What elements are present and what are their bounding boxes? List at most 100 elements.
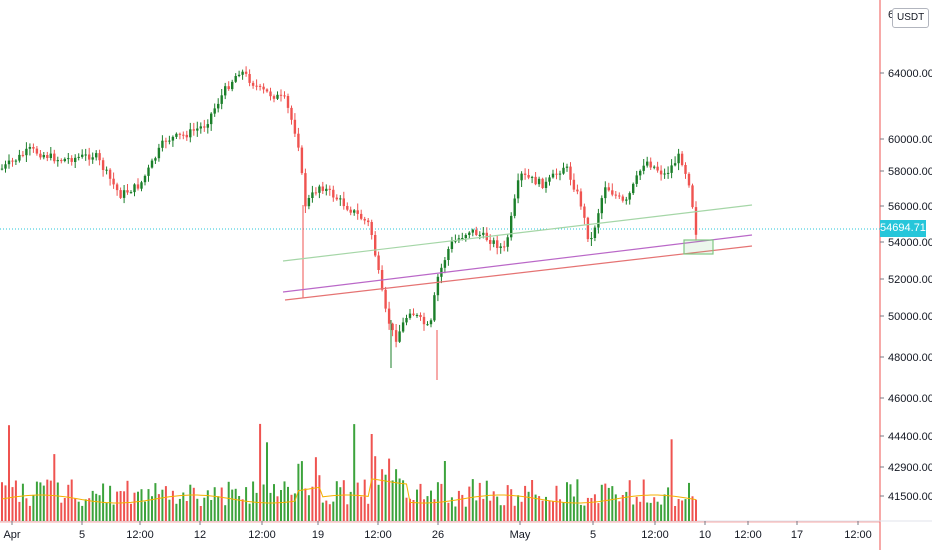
volume-bar <box>53 454 56 521</box>
volume-bar <box>646 502 649 521</box>
volume-bar <box>632 504 635 521</box>
candle-body <box>126 190 129 193</box>
volume-bar <box>11 487 14 521</box>
volume-bar <box>475 500 478 521</box>
time-tick-label: 12 <box>194 529 206 541</box>
trendline-red[interactable] <box>284 245 753 301</box>
volume-bar <box>171 490 174 521</box>
candle-body <box>558 173 562 175</box>
volume-bar <box>566 482 568 521</box>
candle-body <box>56 160 59 162</box>
candle-body <box>464 235 467 238</box>
time-tick-label: 12:00 <box>734 529 762 541</box>
candle-body <box>506 237 509 247</box>
candle-body <box>586 217 590 240</box>
candle-body <box>415 315 419 316</box>
volume-bar <box>395 469 398 521</box>
candle-body <box>569 166 572 180</box>
volume-bar <box>342 480 345 521</box>
candle-body <box>447 249 450 260</box>
trendline-purple[interactable] <box>282 234 753 293</box>
candle-body <box>628 193 631 200</box>
candle-body <box>7 160 11 165</box>
candle-body <box>367 220 370 223</box>
candle-body <box>161 140 164 148</box>
candle-body <box>234 76 237 82</box>
candle-body <box>450 241 454 249</box>
candle-body <box>600 198 603 214</box>
candle-body <box>81 154 84 157</box>
volume-bar <box>433 499 436 521</box>
volume-bar <box>443 461 446 521</box>
price-tick-label: 42900.00 <box>888 462 932 474</box>
candle-body <box>649 161 652 168</box>
candle-body <box>255 85 258 87</box>
volume-bar <box>360 496 363 521</box>
candle-body <box>136 184 140 189</box>
volume-bar <box>290 494 293 521</box>
candle-body <box>0 168 4 170</box>
volume-bar <box>660 504 663 521</box>
price-tick-label: 48000.00 <box>888 352 932 364</box>
volume-bar <box>545 496 547 521</box>
volume-bar <box>468 486 471 521</box>
candle-body <box>42 155 45 158</box>
candle-body <box>112 178 115 185</box>
candle-body <box>28 147 32 149</box>
volume-bar <box>269 492 272 521</box>
volume-bar <box>39 482 42 521</box>
volume-bar <box>46 479 49 521</box>
trendline-green[interactable] <box>282 204 753 262</box>
price-tick-label: 44400.00 <box>888 431 932 443</box>
candle-body <box>408 313 412 318</box>
volume-bar <box>77 501 80 521</box>
volume-bar <box>597 503 600 521</box>
candle-body <box>349 209 352 213</box>
volume-bar <box>91 490 94 521</box>
volume-bar <box>489 500 492 521</box>
target-zone-box[interactable] <box>683 239 714 255</box>
volume-bar <box>168 499 171 521</box>
candle-body <box>171 136 175 141</box>
candle-body <box>290 107 293 120</box>
volume-bar <box>349 491 352 521</box>
volume-bar <box>56 482 59 521</box>
candle-body <box>108 169 112 179</box>
candle-body <box>227 86 230 90</box>
volume-bar <box>95 493 98 521</box>
volume-bar <box>691 496 694 521</box>
volume-bar <box>49 480 52 521</box>
candle-body <box>520 173 523 181</box>
candle-body <box>192 129 195 131</box>
candle-body <box>611 190 614 195</box>
volume-bar <box>457 490 460 521</box>
candle-body <box>325 188 328 191</box>
candle-body <box>565 166 569 168</box>
volume-bar <box>14 480 17 521</box>
volume-bar <box>255 492 258 521</box>
price-tick-label: 64000.00 <box>888 68 932 80</box>
candle-body <box>429 320 433 325</box>
volume-bar <box>656 501 659 521</box>
candle-body <box>196 128 199 131</box>
candle-body <box>454 240 457 242</box>
volume-bar <box>621 495 624 521</box>
candle-body <box>461 238 464 239</box>
currency-selector[interactable]: USDT <box>892 8 930 28</box>
candle-body <box>482 232 485 235</box>
volume-bar <box>405 497 408 521</box>
candle-body <box>579 191 583 207</box>
volume-bar <box>510 489 513 521</box>
volume-bar <box>485 480 488 521</box>
candle-body <box>276 94 279 99</box>
candle-body <box>67 158 70 160</box>
volume-bar <box>614 494 617 521</box>
candle-body <box>673 163 677 166</box>
volume-bar <box>583 505 586 521</box>
volume-bar <box>304 488 307 521</box>
volume-bar <box>234 488 237 521</box>
candle-body <box>203 126 206 128</box>
volume-bar <box>192 487 195 521</box>
candle-body <box>443 260 447 268</box>
